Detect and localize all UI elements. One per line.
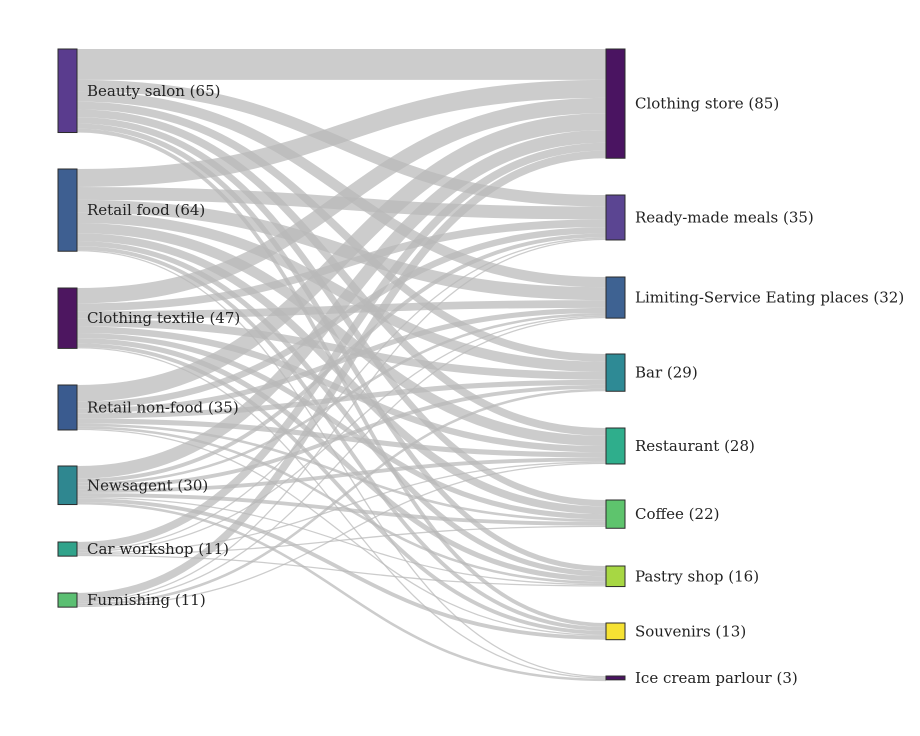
label-beauty: Beauty salon (65) — [87, 82, 220, 100]
node-ready_made[interactable] — [605, 194, 626, 241]
flow-retail_nonfood-to-clothing_store[interactable] — [76, 113, 607, 402]
node-newsagent[interactable] — [57, 465, 78, 506]
flow-retail_food-to-clothing_store[interactable] — [76, 79, 607, 187]
flow-clothing_textile-to-souvenirs[interactable] — [76, 343, 607, 635]
flow-newsagent-to-limiting[interactable] — [76, 312, 607, 486]
node-clothing_store[interactable] — [605, 48, 626, 159]
flow-newsagent-to-restaurant[interactable] — [76, 457, 607, 493]
label-pastry: Pastry shop (16) — [635, 567, 759, 585]
node-coffee[interactable] — [605, 499, 626, 529]
flow-furnishing-to-bar[interactable] — [76, 388, 607, 606]
flow-furnishing-to-clothing_store[interactable] — [76, 150, 607, 601]
label-furnishing: Furnishing (11) — [87, 591, 206, 609]
flow-newsagent-to-ready_made[interactable] — [76, 233, 607, 483]
label-icecream: Ice cream parlour (3) — [635, 669, 798, 687]
flow-beauty-to-restaurant[interactable] — [76, 109, 607, 436]
flow-beauty-to-limiting[interactable] — [76, 91, 607, 288]
flow-clothing_textile-to-restaurant[interactable] — [76, 326, 607, 453]
node-car_workshop[interactable] — [57, 541, 78, 557]
flow-retail_food-to-restaurant[interactable] — [76, 222, 607, 446]
flow-newsagent-to-clothing_store[interactable] — [76, 129, 607, 479]
node-clothing_textile[interactable] — [57, 287, 78, 349]
flow-car_workshop-to-limiting[interactable] — [76, 315, 607, 553]
flow-newsagent-to-pastry[interactable] — [76, 496, 607, 586]
flow-newsagent-to-coffee[interactable] — [76, 492, 607, 526]
flow-retail_food-to-icecream[interactable] — [76, 249, 607, 678]
flow-furnishing-to-limiting[interactable] — [76, 316, 607, 604]
flow-retail_nonfood-to-pastry[interactable] — [76, 426, 607, 584]
flow-retail_food-to-pastry[interactable] — [76, 240, 607, 577]
node-beauty[interactable] — [57, 48, 78, 134]
flow-clothing_textile-to-icecream[interactable] — [76, 347, 607, 679]
label-retail_food: Retail food (64) — [87, 201, 205, 219]
flow-car_workshop-to-coffee[interactable] — [76, 525, 607, 555]
flow-car_workshop-to-restaurant[interactable] — [76, 461, 607, 554]
flow-clothing_textile-to-clothing_store[interactable] — [76, 97, 607, 304]
node-retail_food[interactable] — [57, 168, 78, 252]
node-limiting[interactable] — [605, 276, 626, 319]
label-newsagent: Newsagent (30) — [87, 476, 208, 494]
node-retail_nonfood[interactable] — [57, 384, 78, 431]
label-limiting: Limiting-Service Eating places (32) — [635, 289, 904, 307]
label-coffee: Coffee (22) — [635, 505, 719, 523]
node-souvenirs[interactable] — [605, 622, 626, 641]
flow-furnishing-to-ready_made[interactable] — [76, 238, 607, 602]
flow-car_workshop-to-ready_made[interactable] — [76, 237, 607, 551]
flow-car_workshop-to-clothing_store[interactable] — [76, 142, 607, 550]
flow-clothing_textile-to-coffee[interactable] — [76, 332, 607, 520]
flow-newsagent-to-icecream[interactable] — [76, 501, 607, 682]
label-souvenirs: Souvenirs (13) — [635, 622, 746, 640]
label-clothing_textile: Clothing textile (47) — [87, 309, 240, 327]
flow-beauty-to-bar[interactable] — [76, 101, 607, 362]
links-layer — [76, 48, 607, 682]
flow-retail_food-to-bar[interactable] — [76, 212, 607, 372]
node-furnishing[interactable] — [57, 592, 78, 608]
flow-retail_nonfood-to-coffee[interactable] — [76, 423, 607, 522]
node-icecream[interactable] — [605, 675, 626, 681]
flow-retail_nonfood-to-souvenirs[interactable] — [76, 428, 607, 636]
label-restaurant: Restaurant (28) — [635, 437, 755, 455]
label-bar: Bar (29) — [635, 364, 698, 382]
flow-beauty-to-ready_made[interactable] — [76, 79, 607, 207]
flow-car_workshop-to-pastry[interactable] — [76, 554, 607, 587]
node-bar[interactable] — [605, 353, 626, 392]
node-pastry[interactable] — [605, 565, 626, 588]
label-ready_made: Ready-made meals (35) — [635, 208, 814, 226]
node-restaurant[interactable] — [605, 427, 626, 465]
flow-newsagent-to-souvenirs[interactable] — [76, 498, 607, 640]
flow-newsagent-to-bar[interactable] — [76, 384, 607, 490]
flow-furnishing-to-restaurant[interactable] — [76, 462, 607, 608]
label-retail_nonfood: Retail non-food (35) — [87, 398, 239, 416]
label-car_workshop: Car workshop (11) — [87, 540, 229, 558]
flow-retail_nonfood-to-ready_made[interactable] — [76, 227, 607, 409]
nodes-layer: Beauty salon (65) Retail food (64) Clothin… — [57, 48, 904, 687]
label-clothing_store: Clothing store (85) — [635, 95, 779, 113]
